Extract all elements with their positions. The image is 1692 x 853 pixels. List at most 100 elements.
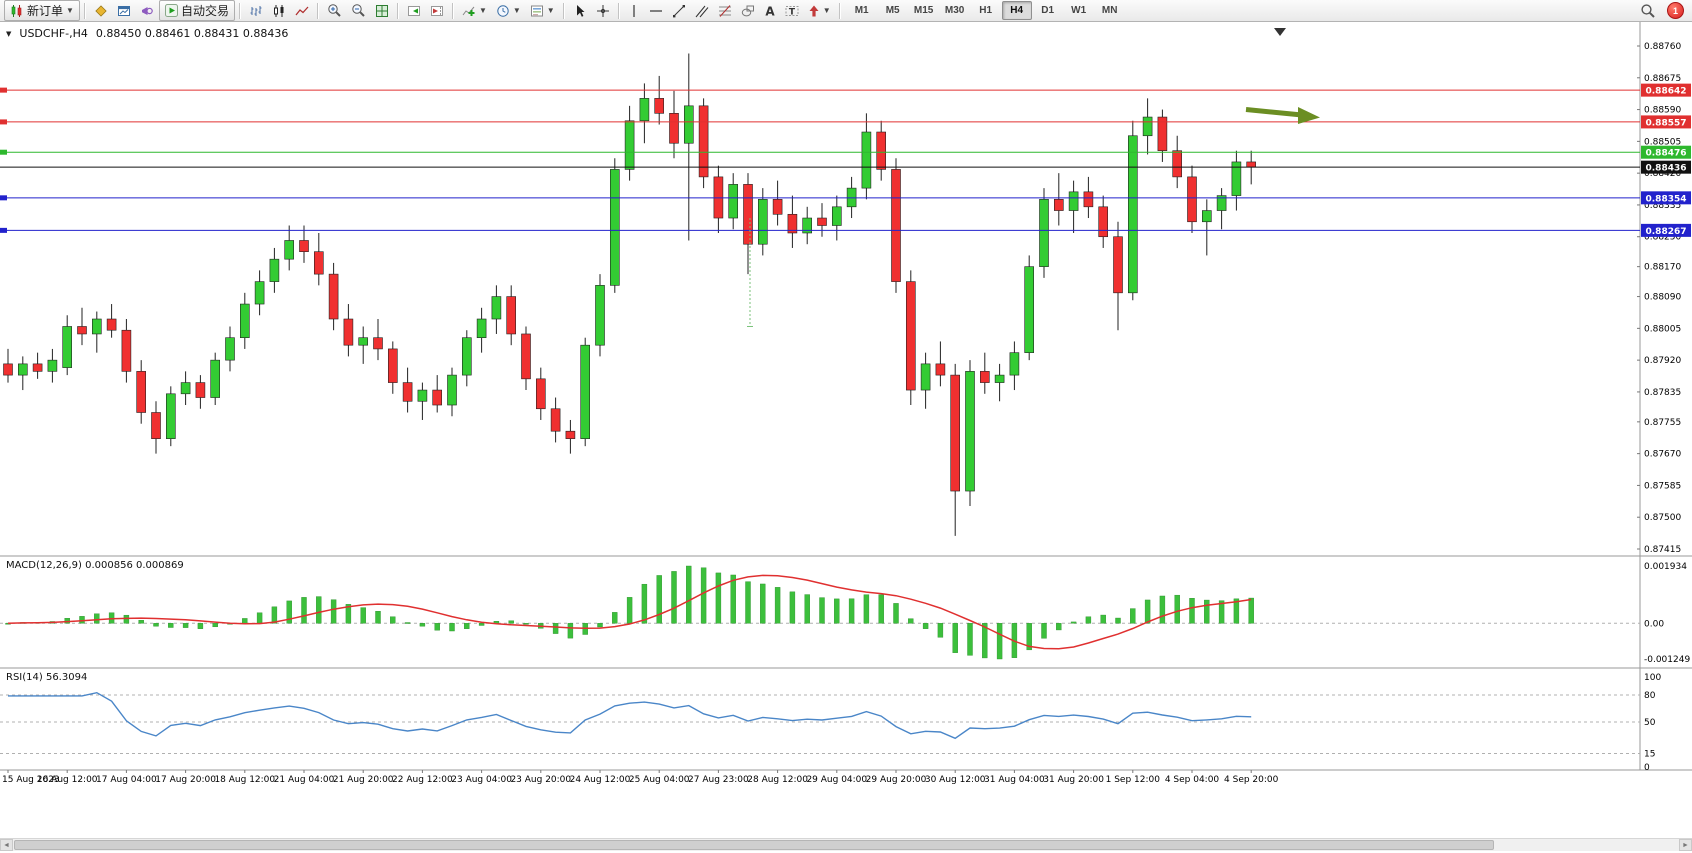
svg-text:0.88590: 0.88590: [1644, 106, 1681, 116]
svg-text:0.87755: 0.87755: [1644, 418, 1681, 428]
svg-text:4 Sep 20:00: 4 Sep 20:00: [1224, 775, 1279, 785]
shapes-button[interactable]: [737, 0, 759, 21]
new-order-button[interactable]: 新订单 ▼: [4, 0, 80, 21]
timeframe-h4[interactable]: H4: [1001, 1, 1032, 20]
svg-text:18 Aug 12:00: 18 Aug 12:00: [214, 775, 275, 785]
svg-text:0.001934: 0.001934: [1644, 562, 1687, 572]
timeframe-m15[interactable]: M15: [913, 5, 934, 16]
horizontal-scrollbar[interactable]: ◄ ►: [0, 838, 1692, 851]
chart-shift-button[interactable]: [426, 0, 448, 21]
candlestick-chart-button[interactable]: [268, 0, 290, 21]
svg-text:T: T: [789, 7, 796, 17]
chevron-down-icon: ▼: [822, 5, 831, 15]
templates-button[interactable]: ▼: [526, 0, 559, 21]
svg-text:0: 0: [1644, 763, 1650, 773]
scroll-left-arrow-icon[interactable]: ◄: [0, 839, 13, 851]
timeframe-mn[interactable]: MN: [1101, 5, 1118, 16]
chart-window-icon: [117, 5, 130, 16]
arrows-tool-button[interactable]: ▼: [804, 0, 835, 21]
chart-shift-icon: [430, 5, 443, 16]
timeframe-m5[interactable]: M5: [885, 5, 900, 16]
svg-text:23 Aug 04:00: 23 Aug 04:00: [451, 775, 512, 785]
auto-scroll-button[interactable]: [403, 0, 425, 21]
svg-text:27 Aug 23:00: 27 Aug 23:00: [688, 775, 749, 785]
search-button[interactable]: [1636, 0, 1660, 21]
svg-text:0.87585: 0.87585: [1644, 481, 1681, 491]
svg-text:100: 100: [1644, 673, 1661, 683]
channel-button[interactable]: [691, 0, 713, 21]
macd-panel[interactable]: 0.001934 0.00 -0.001249: [0, 562, 1690, 665]
chart-shift-marker-icon[interactable]: [1274, 28, 1286, 36]
fibonacci-button[interactable]: [714, 0, 736, 21]
svg-text:0.88642: 0.88642: [1646, 87, 1687, 97]
horizontal-line-button[interactable]: [645, 0, 667, 21]
symbol-timeframe-text: USDCHF-,H4: [19, 27, 88, 40]
svg-text:0.88090: 0.88090: [1644, 293, 1681, 303]
label-button[interactable]: T: [781, 0, 803, 21]
chart-canvas[interactable]: 0.88760 0.88675 0.88590 0.88505 0.88420 0.883…: [0, 22, 1692, 853]
periods-button[interactable]: ▼: [492, 0, 525, 21]
alerts-megaphone-icon: [141, 6, 153, 15]
chevron-down-icon: ▼: [546, 5, 555, 15]
timeframe-m1[interactable]: M1: [854, 5, 869, 16]
candlestick-chart-icon: [273, 4, 284, 17]
clock-icon: [497, 4, 509, 17]
trendline-button[interactable]: [668, 0, 690, 21]
auto-scroll-icon: [407, 5, 420, 16]
svg-text:A: A: [765, 4, 775, 18]
svg-text:0.88557: 0.88557: [1646, 118, 1687, 128]
trend-arrow-annotation[interactable]: [1245, 107, 1320, 124]
svg-text:0.87415: 0.87415: [1644, 545, 1681, 555]
market-watch-button[interactable]: [90, 0, 112, 21]
auto-trading-button[interactable]: 自动交易: [158, 0, 235, 21]
svg-text:50: 50: [1644, 718, 1656, 728]
trendline-icon: [672, 4, 685, 17]
bar-chart-icon: [250, 5, 262, 16]
toolbar-separator: [316, 2, 319, 19]
svg-text:21 Aug 04:00: 21 Aug 04:00: [274, 775, 335, 785]
text-a-icon: A: [765, 4, 775, 18]
bar-chart-button[interactable]: [245, 0, 267, 21]
svg-text:21 Aug 20:00: 21 Aug 20:00: [333, 775, 394, 785]
cursor-button[interactable]: [569, 0, 591, 21]
svg-text:29 Aug 20:00: 29 Aug 20:00: [866, 775, 927, 785]
indicators-button[interactable]: ▼: [458, 0, 491, 21]
timeframe-m30[interactable]: M30: [944, 5, 965, 16]
svg-text:0.88476: 0.88476: [1646, 149, 1687, 159]
svg-text:80: 80: [1644, 691, 1656, 701]
zoom-in-button[interactable]: [323, 0, 346, 21]
rsi-label: RSI(14) 56.3094: [6, 672, 88, 683]
price-axis[interactable]: 0.88760 0.88675 0.88590 0.88505 0.88420 0.883…: [1637, 42, 1681, 555]
zoom-out-button[interactable]: [347, 0, 370, 21]
alerts-button[interactable]: [136, 0, 158, 21]
line-chart-button[interactable]: [291, 0, 313, 21]
timeframe-w1[interactable]: W1: [1071, 5, 1087, 16]
svg-text:0.87670: 0.87670: [1644, 450, 1681, 460]
toolbar-separator: [238, 2, 241, 19]
svg-text:28 Aug 12:00: 28 Aug 12:00: [747, 775, 808, 785]
timeframe-h1[interactable]: H1: [979, 5, 993, 16]
crosshair-button[interactable]: [592, 0, 614, 21]
new-order-icon: [11, 4, 22, 17]
collapse-caret-icon[interactable]: ▼: [6, 29, 12, 38]
svg-text:17 Aug 04:00: 17 Aug 04:00: [96, 775, 157, 785]
svg-text:0.88675: 0.88675: [1644, 74, 1681, 84]
notification-badge[interactable]: 1: [1667, 2, 1684, 19]
text-button[interactable]: A: [760, 0, 780, 21]
price-level-lines[interactable]: [0, 87, 1640, 233]
tile-windows-button[interactable]: [371, 0, 393, 21]
chart-window-button[interactable]: [113, 0, 135, 21]
svg-text:0.88760: 0.88760: [1644, 42, 1681, 52]
scrollbar-thumb[interactable]: [14, 840, 1494, 850]
chart-symbol-header: ▼ USDCHF-,H4 0.88450 0.88461 0.88431 0.8…: [6, 27, 288, 40]
svg-text:0.87835: 0.87835: [1644, 388, 1681, 398]
toolbar-separator: [562, 2, 565, 19]
scroll-right-arrow-icon[interactable]: ►: [1679, 839, 1692, 851]
chart-area[interactable]: 0.88760 0.88675 0.88590 0.88505 0.88420 0.883…: [0, 22, 1692, 853]
timeframe-d1[interactable]: D1: [1041, 5, 1055, 16]
rsi-panel[interactable]: 100 80 50 15 0: [0, 673, 1661, 773]
channel-icon: [695, 5, 709, 17]
vertical-line-button[interactable]: [624, 0, 644, 21]
green-dashed-annotation[interactable]: [747, 218, 753, 327]
